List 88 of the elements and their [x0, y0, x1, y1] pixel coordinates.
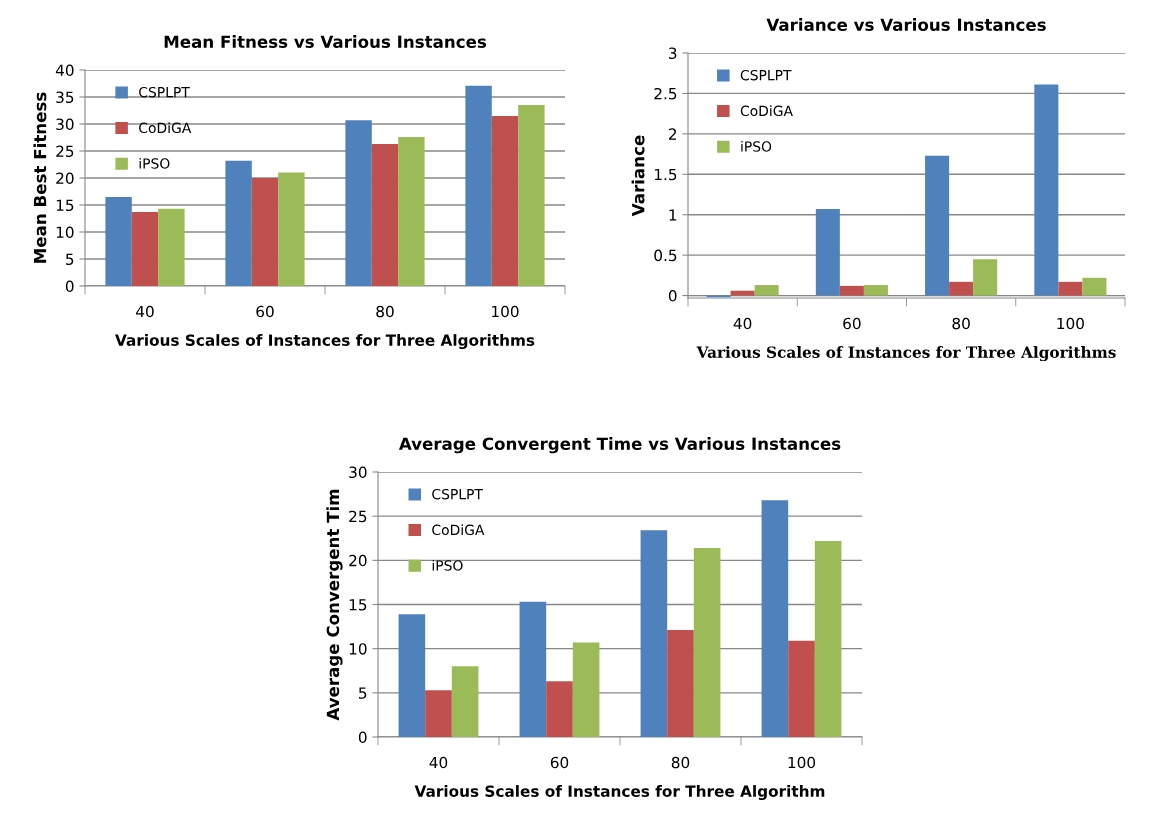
bar [491, 115, 519, 286]
bar [225, 160, 252, 286]
y-tick-label: 0 [358, 731, 367, 744]
y-tick-label: 20 [56, 172, 74, 185]
bar [105, 196, 132, 286]
y-tick-label: 15 [349, 599, 367, 611]
bar [425, 690, 452, 737]
y-tick-label: 15 [56, 199, 74, 212]
bar [518, 105, 545, 286]
y-tick-label: 35 [56, 91, 74, 104]
x-axis-title: Various Scales of Instances for Three Algorithm [414, 785, 825, 801]
bar [761, 500, 789, 737]
legend-label: CSPLPT [432, 488, 483, 500]
y-tick-label: 20 [349, 554, 367, 567]
bar [519, 601, 547, 737]
legend-label: CSPLPT [139, 86, 190, 98]
x-axis-title: Various Scales of Instances for Three Algorithms [696, 346, 1116, 362]
y-tick-label: 1 [669, 209, 677, 221]
x-axis-title: Various Scales of Instances for Three Algorithms [115, 334, 535, 350]
x-tick-label: 60 [550, 756, 569, 769]
bar [345, 120, 372, 286]
bar [1082, 277, 1107, 296]
y-tick-label: 0 [65, 280, 74, 293]
bar [398, 136, 425, 286]
y-tick-label: 30 [56, 118, 74, 131]
bar [788, 640, 815, 737]
bar [693, 547, 721, 737]
y-tick-label: 10 [56, 226, 74, 239]
y-tick-label: 3 [669, 47, 677, 60]
x-tick-label: 100 [492, 305, 519, 318]
bar [1034, 84, 1059, 296]
x-tick-label: 100 [1057, 317, 1084, 330]
legend-label: CSPLPT [740, 69, 792, 81]
x-tick-label: 100 [788, 756, 816, 769]
legend-label: CoDiGA [139, 122, 192, 134]
y-tick-label: 5 [359, 687, 367, 699]
x-tick-label: 40 [136, 305, 154, 318]
bar [1058, 281, 1083, 296]
x-tick-label: 80 [952, 317, 970, 330]
bar [251, 178, 279, 286]
bar [451, 666, 479, 737]
bar [754, 285, 779, 296]
bar [949, 281, 974, 296]
bar [371, 143, 399, 286]
bar [667, 630, 694, 737]
bar [572, 642, 600, 737]
bar [158, 208, 185, 286]
y-axis-title: Mean Best Fitness [33, 92, 47, 263]
bar [131, 212, 159, 286]
bar [398, 614, 426, 737]
bar [839, 285, 864, 296]
legend-label: iPSO [432, 559, 463, 571]
x-tick-label: 80 [376, 305, 394, 318]
bar [925, 155, 950, 296]
y-tick-label: 1.5 [654, 168, 677, 181]
bar [814, 540, 842, 737]
legend-label: CoDiGA [432, 524, 485, 536]
bar [465, 85, 492, 286]
y-tick-label: 0.5 [654, 249, 677, 262]
chart-title: Mean Fitness vs Various Instances [164, 35, 487, 49]
y-tick-label: 25 [349, 510, 367, 523]
bar [973, 259, 998, 296]
bar [815, 209, 840, 296]
y-tick-label: 30 [349, 466, 367, 479]
chart-title: Average Convergent Time vs Various Instances [398, 437, 841, 454]
y-tick-label: 0 [668, 290, 677, 302]
legend-label: iPSO [139, 157, 170, 169]
y-axis-title: Average Convergent Tim [326, 489, 343, 721]
y-axis-title: Variance [631, 135, 645, 217]
x-tick-label: 60 [256, 305, 274, 318]
bar [730, 290, 755, 296]
y-tick-label: 40 [55, 64, 74, 77]
x-tick-label: 40 [429, 756, 448, 769]
legend-label: CoDiGA [740, 105, 793, 117]
chart-title: Variance vs Various Instances [766, 18, 1046, 32]
y-tick-label: 2.5 [654, 87, 677, 100]
x-tick-label: 80 [671, 756, 690, 769]
bar [863, 285, 888, 296]
x-tick-label: 40 [733, 317, 752, 330]
bar [278, 172, 305, 286]
y-tick-label: 25 [56, 145, 74, 158]
bar [640, 530, 668, 737]
y-tick-label: 2 [668, 128, 677, 140]
y-tick-label: 10 [349, 643, 367, 655]
legend-label: iPSO [741, 140, 772, 152]
bar [546, 681, 573, 737]
x-tick-label: 60 [843, 317, 861, 330]
y-tick-label: 5 [66, 253, 74, 266]
